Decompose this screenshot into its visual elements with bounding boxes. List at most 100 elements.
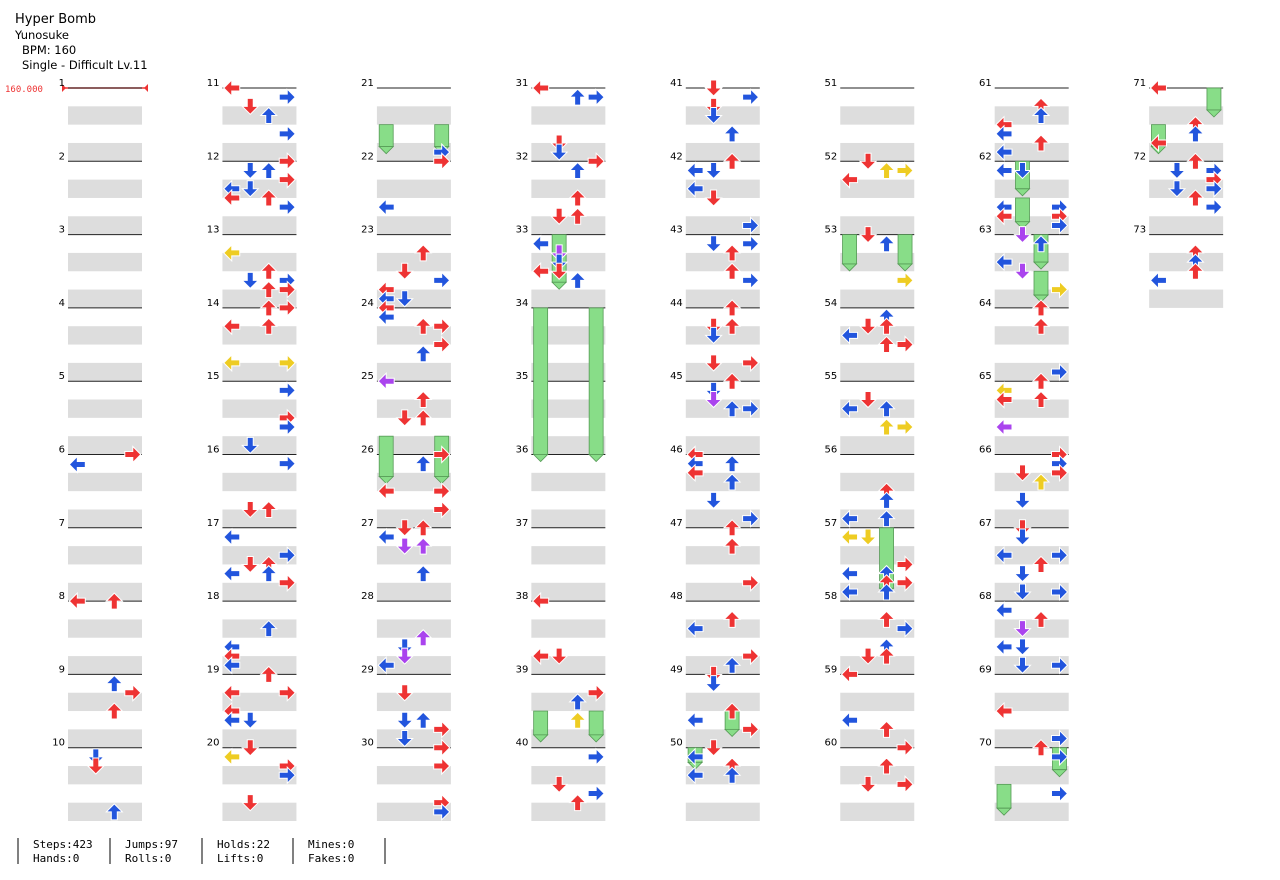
arrow-note <box>568 161 587 179</box>
arrow-note <box>1031 610 1051 628</box>
arrow-note <box>1013 161 1032 180</box>
arrow-note <box>896 573 914 592</box>
arrow-note <box>223 683 241 702</box>
beat-band <box>222 619 297 638</box>
arrow-shape <box>1013 528 1032 546</box>
beat-band <box>685 472 760 492</box>
arrow-shape <box>413 537 433 555</box>
arrow-note <box>377 197 395 217</box>
beat-band <box>685 729 760 748</box>
arrow-note <box>995 390 1013 409</box>
arrow-shape <box>877 335 896 354</box>
arrow-shape <box>704 491 723 510</box>
arrow-note <box>278 454 296 473</box>
arrow-shape <box>377 197 395 217</box>
measure-number: 10 <box>52 738 65 749</box>
arrow-note <box>413 244 433 262</box>
hold-end <box>532 454 549 463</box>
arrow-shape <box>549 134 569 152</box>
arrow-note <box>896 738 914 757</box>
arrow-note <box>896 619 914 638</box>
arrow-shape <box>858 391 878 409</box>
arrow-note <box>413 454 433 473</box>
beat-band <box>994 546 1069 565</box>
measure-number: 46 <box>670 445 683 456</box>
arrow-note <box>241 739 260 757</box>
arrow-note <box>433 802 451 822</box>
arrow-shape <box>877 491 896 509</box>
measure-number: 54 <box>825 298 838 309</box>
arrow-shape <box>1013 226 1032 244</box>
arrow-note <box>278 573 296 592</box>
arrow-note <box>413 317 433 335</box>
arrow-note <box>877 335 896 354</box>
arrow-shape <box>1013 464 1032 482</box>
arrow-note <box>704 491 723 510</box>
arrow-shape <box>587 87 605 107</box>
arrow-shape <box>704 675 723 693</box>
beat-band <box>531 362 606 382</box>
arrow-note <box>413 537 433 555</box>
arrow-note <box>722 702 742 720</box>
arrow-shape <box>1031 106 1051 124</box>
arrow-shape <box>278 765 296 785</box>
arrow-note <box>68 455 86 474</box>
arrow-note <box>1167 180 1187 198</box>
arrow-shape <box>395 711 414 729</box>
arrow-shape <box>223 527 241 547</box>
arrow-shape <box>995 601 1013 620</box>
arrow-note <box>896 161 914 180</box>
beat-band <box>685 766 760 785</box>
arrow-shape <box>549 775 569 794</box>
arrow-note <box>531 78 550 98</box>
arrow-note <box>722 299 742 317</box>
arrow-shape <box>433 500 451 519</box>
measure-number: 35 <box>516 371 529 382</box>
beat-band <box>222 766 297 785</box>
beat-band <box>840 656 915 675</box>
arrow-note <box>241 97 260 116</box>
arrow-shape <box>549 253 569 271</box>
arrow-note <box>549 647 569 665</box>
arrow-note <box>722 519 742 537</box>
beat-band <box>840 766 915 785</box>
beat-band <box>531 582 606 602</box>
arrow-shape <box>1051 729 1069 748</box>
arrow-note <box>877 509 896 528</box>
measure-number: 15 <box>207 371 220 382</box>
stat-label: Holds:22 <box>217 838 270 851</box>
arrow-shape <box>686 619 704 638</box>
arrow-note <box>1031 390 1051 409</box>
arrow-note <box>241 711 260 729</box>
arrow-shape <box>995 207 1013 226</box>
arrow-shape <box>1051 656 1069 675</box>
arrow-shape <box>433 445 451 464</box>
arrow-note <box>840 399 859 418</box>
hold-end <box>1033 294 1049 303</box>
arrow-note <box>259 564 278 583</box>
measure-number: 11 <box>207 78 220 89</box>
arrow-shape <box>531 591 550 611</box>
measure-number: 65 <box>979 371 992 382</box>
arrow-note <box>278 124 296 144</box>
arrow-note <box>278 298 296 318</box>
arrow-note <box>241 271 260 290</box>
arrow-note <box>124 445 142 464</box>
arrow-note <box>86 748 106 766</box>
arrow-shape <box>278 381 296 400</box>
beat-band <box>994 289 1069 308</box>
arrow-note <box>259 280 278 299</box>
arrow-note <box>722 125 742 143</box>
arrow-note <box>722 473 742 491</box>
beat-band <box>376 582 451 602</box>
arrow-note <box>840 582 859 602</box>
arrow-note <box>413 564 433 583</box>
arrow-note <box>259 500 278 518</box>
arrow-shape <box>278 280 296 299</box>
hold-body <box>533 710 549 736</box>
arrow-note <box>223 564 241 583</box>
arrow-note <box>877 583 896 601</box>
arrow-note <box>278 381 296 400</box>
arrow-note <box>704 189 723 207</box>
hold-body <box>378 124 394 148</box>
